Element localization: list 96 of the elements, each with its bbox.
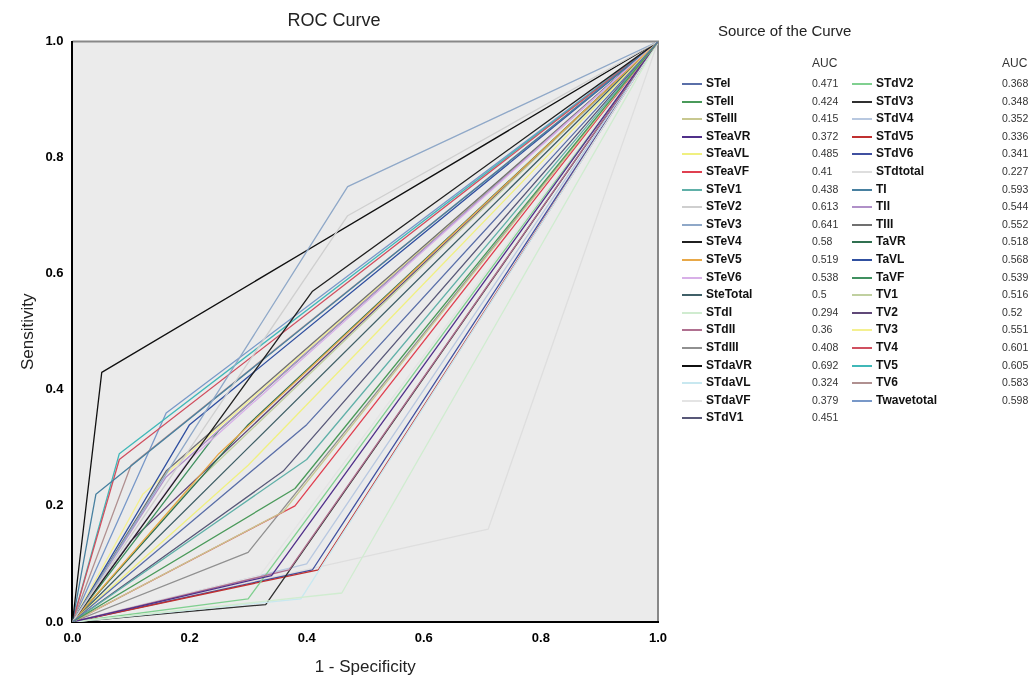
text: 0.485: [812, 147, 839, 160]
text: 0.227: [1002, 165, 1029, 177]
legend-label: TV4: [876, 340, 899, 354]
legend-label: STeV1: [706, 181, 742, 196]
text: 0.41: [812, 165, 833, 177]
text: 0.568: [1002, 253, 1029, 265]
text: 0.294: [812, 305, 839, 318]
text: AUC: [812, 56, 838, 70]
legend-label: TV6: [876, 375, 899, 390]
legend-label: STdV5: [876, 128, 914, 143]
legend-label: SteTotal: [706, 287, 753, 302]
text: 0.552: [1002, 217, 1029, 230]
legend-label: STdtotal: [876, 164, 924, 178]
text: 0.583: [1002, 376, 1029, 389]
legend-label: STdaVF: [706, 392, 751, 407]
legend-label: TII: [876, 199, 890, 214]
x-tick-label: 1.0: [648, 630, 668, 646]
text: 0.408: [812, 341, 839, 353]
text: 0.368: [1002, 77, 1029, 89]
text: 0.516: [1002, 288, 1029, 301]
text: 0.424: [812, 94, 839, 107]
legend-label: STdII: [706, 322, 736, 337]
legend-label: STdV4: [876, 111, 914, 126]
x-tick-label: 0.2: [180, 630, 199, 646]
legend-label: STeaVL: [706, 146, 750, 161]
text: 0.692: [812, 358, 839, 371]
text: AUC: [1002, 56, 1028, 70]
legend-label: TaVL: [876, 252, 905, 266]
legend-label: TV3: [876, 322, 899, 337]
text: 0.372: [812, 129, 839, 142]
text: 0.471: [812, 77, 839, 89]
legend-label: STdV6: [876, 146, 914, 161]
legend-label: STeaVF: [706, 164, 750, 178]
text: 0.36: [812, 323, 833, 336]
legend-label: STeV3: [706, 216, 742, 231]
y-tick-label: 0.4: [45, 381, 65, 397]
legend-label: STdV1: [706, 410, 744, 425]
x-tick-label: 0.0: [63, 630, 82, 646]
text: 0.5: [812, 288, 827, 301]
text: 0.598: [1002, 393, 1029, 406]
text: 0.341: [1002, 147, 1029, 160]
legend-label: STdV2: [876, 76, 914, 90]
legend-label: TaVR: [876, 234, 906, 249]
y-tick-label: 1.0: [45, 33, 64, 49]
legend-label: TIII: [876, 216, 894, 231]
legend-label: STdI: [706, 304, 732, 319]
chart-title: ROC Curve: [287, 9, 381, 30]
legend-label: STeII: [706, 93, 734, 108]
legend-label: STeV5: [706, 252, 742, 266]
legend-label: TV2: [876, 304, 899, 319]
y-tick-label: 0.8: [45, 149, 64, 165]
legend-label: STeIII: [706, 111, 738, 126]
legend-label: STdV3: [876, 93, 914, 108]
text: 0.415: [812, 112, 839, 125]
legend-label: TV1: [876, 287, 899, 302]
x-axis-title: 1 - Specificity: [314, 657, 417, 677]
text: 0.451: [812, 411, 839, 424]
text: 0.551: [1002, 323, 1029, 336]
text: 0.336: [1002, 129, 1029, 142]
legend-label: STeI: [706, 76, 731, 90]
text: 0.324: [812, 376, 839, 389]
text: 0.348: [1002, 94, 1029, 107]
text: 0.52: [1002, 305, 1023, 318]
text: 0.605: [1002, 358, 1029, 371]
legend-label: STeaVR: [706, 128, 751, 143]
text: 0.438: [812, 182, 839, 195]
text: 0.519: [812, 253, 839, 265]
legend-title: Source of the Curve: [718, 22, 852, 39]
legend-label: STeV2: [706, 199, 742, 214]
legend-label: TV5: [876, 357, 899, 372]
legend-label: STdIII: [706, 340, 739, 354]
x-tick-label: 0.6: [414, 630, 433, 646]
text: 0.352: [1002, 112, 1029, 125]
text: 0.379: [812, 393, 839, 406]
legend-label: STeV4: [706, 234, 742, 249]
text: 0.544: [1002, 200, 1029, 213]
text: 0.641: [812, 217, 839, 230]
y-tick-label: 0.6: [45, 265, 64, 281]
text: 0.538: [812, 270, 839, 283]
legend-label: TaVF: [876, 269, 905, 284]
text: 0.518: [1002, 235, 1029, 248]
x-tick-label: 0.8: [531, 630, 550, 646]
legend-label: STdaVL: [706, 375, 751, 390]
text: 0.613: [812, 200, 839, 213]
text: 0.593: [1002, 182, 1029, 195]
y-axis-title: Sensitivity: [17, 293, 37, 371]
legend-label: Twavetotal: [876, 392, 938, 407]
x-tick-label: 0.4: [297, 630, 317, 646]
legend-label: STeV6: [706, 269, 742, 284]
legend-label: STdaVR: [706, 357, 753, 372]
text: 0.58: [812, 235, 833, 248]
y-tick-label: 0.0: [45, 613, 64, 629]
legend-label: TI: [876, 181, 887, 196]
text: 0.601: [1002, 341, 1029, 353]
text: 0.539: [1002, 270, 1029, 283]
y-tick-label: 0.2: [45, 497, 64, 513]
